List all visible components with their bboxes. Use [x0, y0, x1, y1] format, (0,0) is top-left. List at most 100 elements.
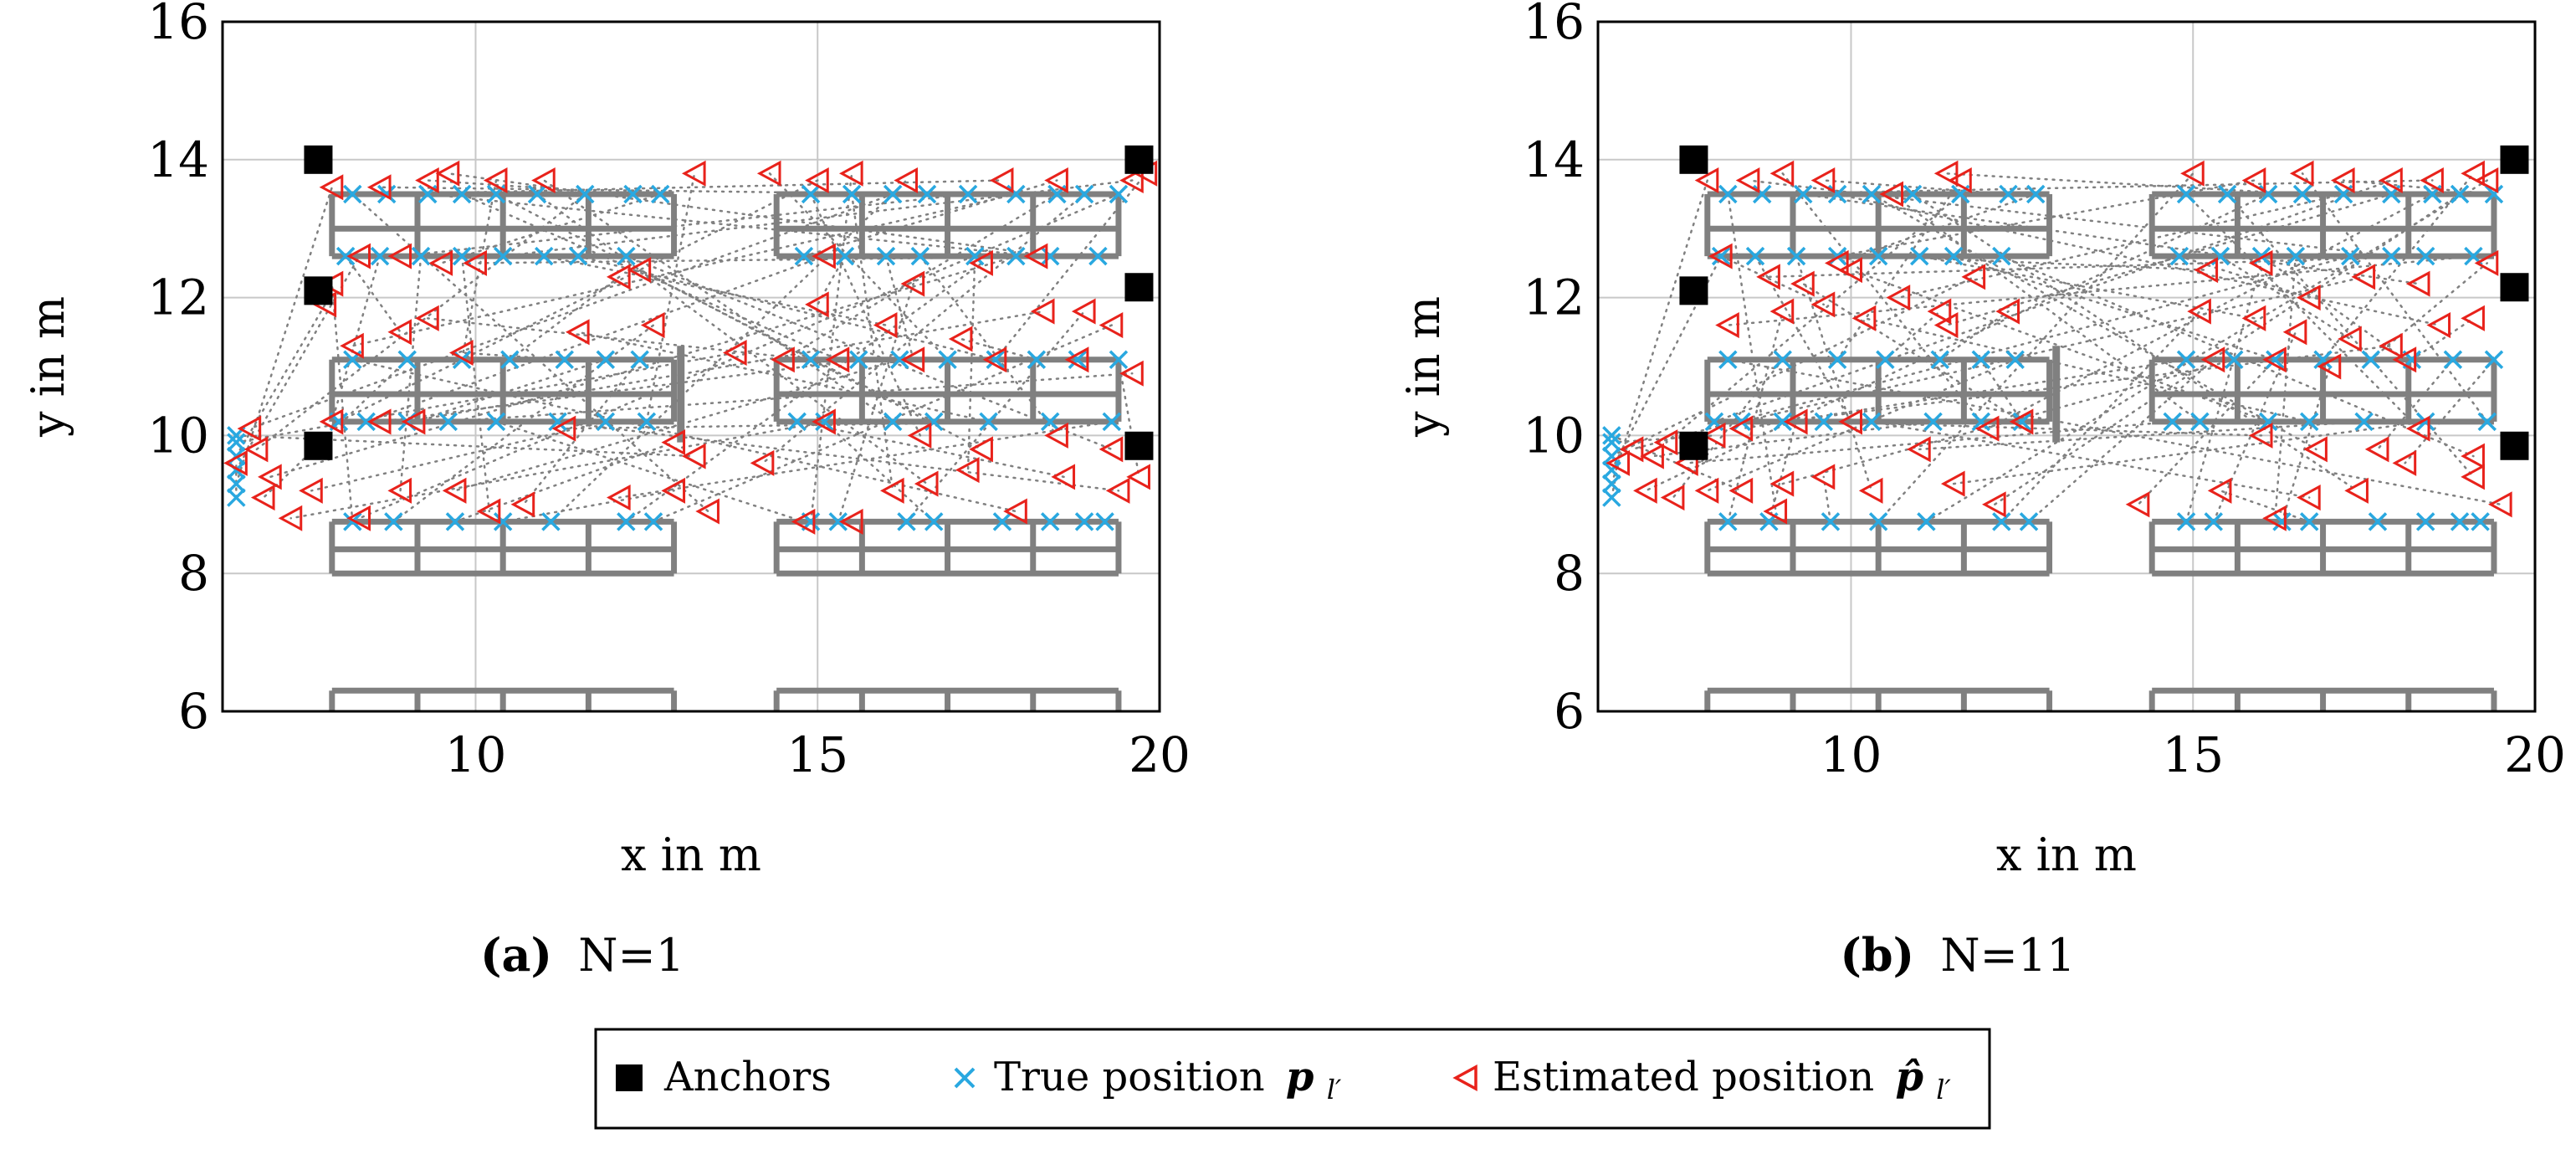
error-link [1952, 420, 2427, 485]
true-position-marker [1040, 246, 1060, 266]
true-position-marker [1027, 350, 1047, 369]
error-link [2410, 317, 2475, 362]
estimated-position-marker [607, 485, 631, 511]
error-link [522, 358, 641, 506]
error-link [1836, 192, 2440, 326]
error-link [966, 254, 976, 471]
true-position-marker [979, 412, 998, 432]
estimated-position-marker [428, 249, 453, 276]
true-position-marker [938, 350, 957, 369]
error-link [501, 490, 675, 523]
anchor-marker [304, 145, 333, 174]
anchor-marker [2500, 273, 2529, 302]
legend-est-symbol: p̂ [1895, 1054, 1923, 1100]
estimated-position-marker [805, 291, 829, 318]
caption-label-a: (a) [480, 928, 552, 982]
error-link [2342, 179, 2496, 196]
estimated-position-marker [1044, 422, 1068, 449]
estimated-position-marker [805, 167, 829, 194]
true-position-marker [1006, 184, 1026, 204]
estimated-position-marker [2330, 167, 2355, 194]
error-link [2178, 254, 2311, 299]
estimated-position-marker [223, 449, 248, 476]
true-position-marker [2012, 412, 2032, 432]
estimated-position-marker [1838, 257, 1862, 284]
estimated-position-marker [1907, 436, 1931, 463]
estimated-position-marker [695, 498, 720, 525]
estimated-position-marker [2289, 160, 2314, 187]
error-link [1870, 192, 2317, 451]
error-link [509, 275, 621, 362]
estimated-position-marker [1099, 436, 1124, 463]
estimated-position-marker [661, 429, 686, 456]
true-position-marker [1868, 512, 1888, 531]
estimated-position-marker [907, 422, 932, 449]
estimated-position-marker [319, 174, 344, 201]
estimated-position-marker [607, 264, 631, 290]
true-position-marker [842, 184, 862, 204]
true-position-marker [801, 184, 821, 204]
true-position-marker [650, 184, 670, 204]
estimated-position-marker [463, 249, 487, 276]
anchor-marker [1679, 276, 1708, 305]
estimated-position-marker [1995, 298, 2020, 325]
error-link [994, 172, 1147, 362]
error-link [1611, 275, 1975, 458]
estimated-position-marker [627, 257, 652, 284]
error-link [1993, 192, 2461, 506]
true-position-marker [1711, 246, 1731, 266]
error-link [1768, 420, 1798, 523]
error-link [782, 192, 1058, 362]
estimated-position-marker [2207, 477, 2232, 504]
estimated-position-marker [1810, 464, 1836, 490]
true-position-marker [1930, 350, 1949, 369]
error-link [235, 351, 737, 444]
true-position-marker [1917, 512, 1936, 531]
error-link [850, 192, 894, 492]
anchor-marker [304, 276, 333, 305]
true-position-marker [2341, 246, 2360, 266]
error-link [1891, 192, 2201, 423]
true-position-marker [1602, 460, 1621, 480]
true-position-marker [623, 184, 643, 204]
true-position-marker [1923, 412, 1943, 432]
error-link [494, 420, 806, 523]
error-link [255, 192, 586, 451]
true-position-marker [835, 246, 855, 266]
estimated-position-marker [1933, 160, 1959, 187]
true-position-marker [1745, 246, 1765, 266]
x-axis-label-b: x in m [1996, 828, 2137, 881]
shelf-1-0 [329, 356, 678, 425]
error-link [823, 420, 935, 523]
estimated-position-marker [812, 243, 836, 269]
estimated-position-marker [1606, 449, 1631, 476]
true-position-marker [343, 512, 362, 531]
true-position-marker [384, 512, 403, 531]
true-position-marker [1718, 184, 1738, 204]
true-position-marker [986, 350, 1006, 369]
estimated-position-marker [982, 346, 1007, 373]
true-position-marker [1074, 512, 1094, 531]
anchor-marker [1124, 431, 1154, 460]
estimated-position-marker [387, 243, 412, 269]
error-link [378, 358, 860, 423]
error-link [330, 254, 382, 423]
estimated-position-marker [681, 160, 706, 187]
estimated-position-marker [1653, 429, 1678, 456]
error-link [1747, 179, 2393, 258]
true-position-marker [1088, 246, 1108, 266]
caption-text-a: N=1 [578, 929, 684, 982]
caption-b: (b) N=11 [1840, 928, 2075, 982]
true-position-marker [445, 512, 465, 531]
true-position-marker [438, 412, 458, 432]
estimated-position-marker [873, 312, 898, 339]
estimated-position-marker [2194, 257, 2219, 284]
error-link [2369, 262, 2489, 362]
error-link [2322, 172, 2475, 362]
shelf-bottom-0 [329, 687, 678, 711]
error-link [460, 254, 491, 513]
estimated-position-marker [2297, 285, 2321, 311]
true-position-marker [397, 350, 417, 369]
error-link [358, 192, 1120, 520]
true-position-marker [1602, 426, 1621, 445]
